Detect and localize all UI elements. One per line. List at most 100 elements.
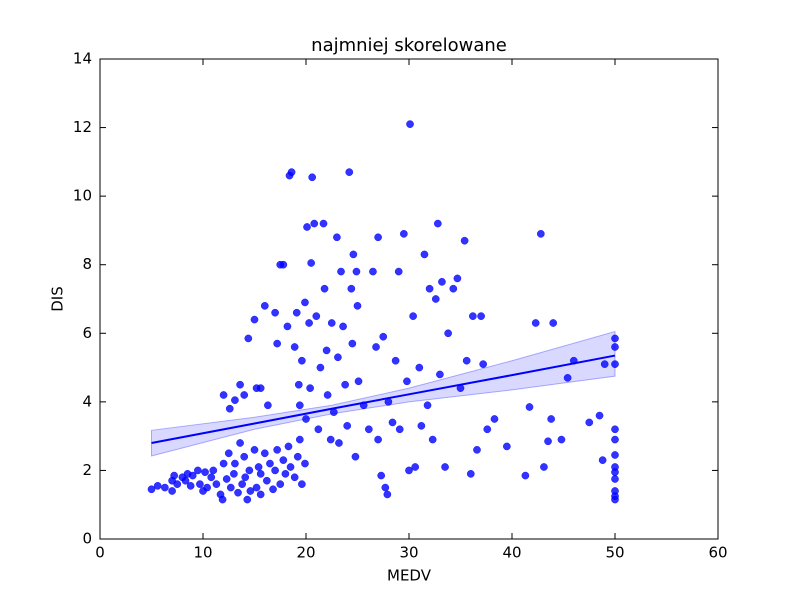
x-tick-label: 40 xyxy=(502,544,521,562)
scatter-point xyxy=(225,404,234,413)
scatter-point xyxy=(263,476,271,485)
y-tick-label: 2 xyxy=(82,461,92,479)
scatter-point xyxy=(264,401,272,410)
scatter-point xyxy=(337,267,345,276)
scatter-point xyxy=(611,495,619,504)
scatter-point xyxy=(381,483,390,492)
scatter-point xyxy=(279,456,288,464)
scatter-point xyxy=(226,483,235,492)
y-tick-label: 6 xyxy=(82,324,92,342)
scatter-point xyxy=(611,360,619,368)
y-axis-label: DIS xyxy=(49,286,67,312)
scatter-point xyxy=(595,411,604,420)
x-tick-label: 0 xyxy=(95,544,105,562)
scatter-point xyxy=(449,284,458,293)
scatter-point xyxy=(181,476,190,485)
scatter-point xyxy=(411,463,420,471)
scatter-point xyxy=(473,446,481,454)
scatter-point xyxy=(388,418,397,427)
scatter-point xyxy=(188,471,197,480)
scatter-point xyxy=(598,456,607,464)
y-tick-label: 0 xyxy=(82,530,92,548)
scatter-point xyxy=(310,219,319,228)
scatter-point xyxy=(611,425,619,434)
scatter-point xyxy=(269,485,277,494)
scatter-point xyxy=(327,319,336,327)
scatter-point xyxy=(234,488,242,497)
scatter-point xyxy=(230,470,238,478)
scatter-point xyxy=(335,439,343,447)
scatter-point xyxy=(354,377,363,386)
scatter-point xyxy=(290,473,299,482)
scatter-point xyxy=(417,422,426,430)
x-tick-label: 60 xyxy=(708,544,727,562)
scatter-point xyxy=(201,468,209,476)
scatter-point xyxy=(369,267,377,276)
scatter-point xyxy=(306,384,314,392)
scatter-point xyxy=(433,219,442,228)
x-tick-label: 30 xyxy=(399,544,418,562)
chart-title: najmniej skorelowane xyxy=(311,35,507,56)
scatter-point xyxy=(314,425,323,434)
scatter-point xyxy=(379,332,388,341)
scatter-point xyxy=(147,485,156,494)
scatter-point xyxy=(170,471,179,480)
scatter-point xyxy=(436,370,444,379)
scatter-point xyxy=(394,267,403,276)
scatter-point xyxy=(218,495,227,504)
scatter-point xyxy=(377,471,386,480)
scatter-point xyxy=(266,459,274,468)
scatter-point xyxy=(260,302,269,310)
scatter-point xyxy=(236,439,244,447)
scatter-point xyxy=(466,470,475,478)
scatter-point xyxy=(256,384,265,392)
scatter-point xyxy=(374,233,382,242)
scatter-point xyxy=(302,415,310,423)
scatter-point xyxy=(490,415,499,423)
scatter-point xyxy=(260,449,269,458)
y-tick-label: 8 xyxy=(82,255,92,273)
scatter-point xyxy=(312,312,321,320)
scatter-point xyxy=(372,343,380,351)
scatter-point xyxy=(540,463,548,471)
scatter-point xyxy=(298,356,306,365)
scatter-point xyxy=(600,360,609,368)
regression-line xyxy=(151,354,616,444)
scatter-point xyxy=(241,473,250,482)
scatter-point xyxy=(319,219,328,228)
scatter-point xyxy=(503,442,511,451)
scatter-point xyxy=(161,483,169,492)
scatter-point xyxy=(395,425,404,434)
scatter-point xyxy=(305,319,313,327)
scatter-point xyxy=(238,480,246,488)
y-tick-label: 12 xyxy=(73,118,92,136)
scatter-point xyxy=(347,284,356,293)
scatter-point xyxy=(428,435,437,444)
scatter-point xyxy=(585,418,594,427)
scatter-point xyxy=(207,473,216,482)
scatter-point xyxy=(295,401,304,410)
scatter-point xyxy=(294,380,303,389)
scatter-point xyxy=(186,482,195,490)
scatter-point xyxy=(231,396,239,404)
scatter-point xyxy=(236,380,244,389)
scatter-point xyxy=(243,495,252,504)
scatter-point xyxy=(343,422,352,430)
scatter-point xyxy=(308,173,317,182)
scatter-point xyxy=(525,403,534,411)
scatter-point xyxy=(303,223,311,231)
scatter-point xyxy=(453,274,462,283)
scatter-point xyxy=(153,482,162,490)
x-axis-label: MEDV xyxy=(387,567,432,585)
scatter-point xyxy=(196,480,204,488)
scatter-point xyxy=(219,391,228,399)
scatter-point xyxy=(611,435,619,444)
scatter-point xyxy=(173,480,182,488)
scatter-point xyxy=(341,380,349,389)
scatter-point xyxy=(339,322,347,331)
scatter-point xyxy=(240,452,249,461)
scatter-point xyxy=(273,446,282,454)
scatter-point xyxy=(425,284,434,293)
scatter-point xyxy=(320,284,329,293)
